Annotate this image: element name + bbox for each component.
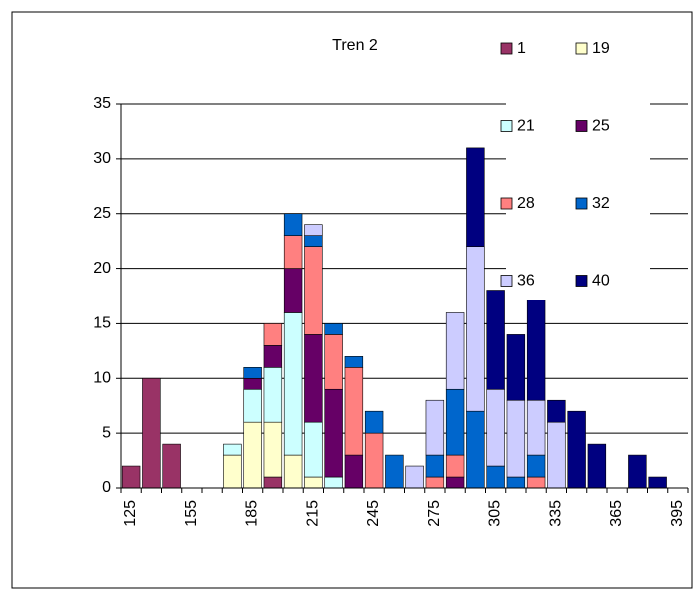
y-tick-label: 20 <box>93 260 111 277</box>
bar-segment <box>142 377 161 489</box>
y-tick-label: 15 <box>93 315 111 332</box>
x-tick-label: 365 <box>608 500 625 527</box>
bar-segment <box>445 312 465 390</box>
bar-segment <box>304 421 323 478</box>
bar-segment <box>263 345 283 368</box>
bar-segment <box>466 246 485 412</box>
y-tick-label: 35 <box>93 95 111 112</box>
bar-segment <box>283 213 303 236</box>
legend-label: 28 <box>517 195 535 212</box>
bar-segment <box>324 388 343 478</box>
bar-segment <box>425 399 445 456</box>
y-tick-label: 10 <box>93 370 111 387</box>
legend-label: 21 <box>517 118 535 135</box>
y-tick-label: 5 <box>102 424 111 441</box>
bar-segment <box>506 399 526 478</box>
bar-segment <box>304 224 323 236</box>
bar-segment <box>344 367 364 456</box>
legend-swatch <box>500 120 513 132</box>
bar-segment <box>526 454 546 478</box>
bar-segment <box>405 465 424 489</box>
bar-segment <box>506 334 526 401</box>
y-tick-label: 25 <box>93 205 111 222</box>
bar-segment <box>466 410 485 489</box>
y-tick-label: 0 <box>102 479 111 496</box>
legend-swatch <box>575 197 588 210</box>
legend-swatch <box>575 275 588 287</box>
legend-swatch <box>500 197 513 210</box>
legend-label: 19 <box>592 40 610 57</box>
bar-segment <box>223 454 242 489</box>
bar-segment <box>243 367 262 379</box>
bar-segment <box>567 410 586 489</box>
bar-segment <box>324 476 343 489</box>
bar-segment <box>547 421 566 489</box>
bar-segment <box>425 476 445 489</box>
bar-segment <box>506 476 526 489</box>
x-tick-label: 185 <box>244 500 261 527</box>
bar-segment <box>283 454 303 489</box>
bar-segment <box>243 388 262 423</box>
legend-box <box>506 28 650 300</box>
bar-segment <box>344 454 364 489</box>
bar-segment <box>283 268 303 313</box>
bar-segment <box>304 246 323 335</box>
y-tick-label: 30 <box>93 150 111 167</box>
bar-segment <box>324 323 343 335</box>
bar-segment <box>304 334 323 423</box>
bar-segment <box>283 235 303 269</box>
legend-swatch <box>575 120 588 132</box>
bar-segment <box>364 432 384 489</box>
bar-segment <box>425 454 445 478</box>
x-tick-label: 335 <box>547 500 564 527</box>
x-tick-label: 215 <box>304 500 321 527</box>
bar-segment <box>243 421 262 489</box>
bar-segment <box>263 476 283 489</box>
x-tick-label: 395 <box>669 500 686 527</box>
bar-segment <box>526 476 546 489</box>
legend-swatch <box>575 42 588 55</box>
bar-segment <box>263 323 283 346</box>
legend-swatch <box>500 275 513 287</box>
bar-segment <box>628 454 647 489</box>
legend-label: 25 <box>592 118 610 135</box>
legend-label: 40 <box>592 273 610 290</box>
legend-label: 32 <box>592 195 610 212</box>
bar-segment <box>486 465 505 489</box>
bar-segment <box>445 454 465 478</box>
bar-segment <box>304 235 323 247</box>
bar-segment <box>364 410 384 434</box>
bar-segment <box>283 312 303 456</box>
bar-segment <box>587 443 607 489</box>
bar-segment <box>547 399 566 423</box>
legend-swatch <box>500 42 513 55</box>
bar-segment <box>243 377 262 390</box>
legend-label: 1 <box>517 40 526 57</box>
bar-segment <box>223 443 242 456</box>
legend-label: 36 <box>517 273 535 290</box>
bar-segment <box>526 399 546 456</box>
x-tick-label: 275 <box>426 500 443 527</box>
x-tick-label: 305 <box>487 500 504 527</box>
bar-segment <box>486 388 505 467</box>
bar-segment <box>263 367 283 423</box>
bar-segment <box>648 476 667 489</box>
chart-title: Tren 2 <box>332 37 378 54</box>
bar-segment <box>486 290 505 390</box>
bar-segment <box>121 465 141 489</box>
x-tick-label: 125 <box>122 500 139 527</box>
bar-segment <box>445 476 465 489</box>
x-tick-label: 245 <box>365 500 382 527</box>
bar-segment <box>344 356 364 368</box>
x-tick-label: 155 <box>183 500 200 527</box>
bar-segment <box>385 454 404 489</box>
bar-segment <box>324 334 343 390</box>
bar-segment <box>466 147 485 247</box>
bar-segment <box>263 421 283 478</box>
bar-segment <box>304 476 323 489</box>
bar-segment <box>162 443 181 489</box>
bar-segment <box>445 388 465 456</box>
